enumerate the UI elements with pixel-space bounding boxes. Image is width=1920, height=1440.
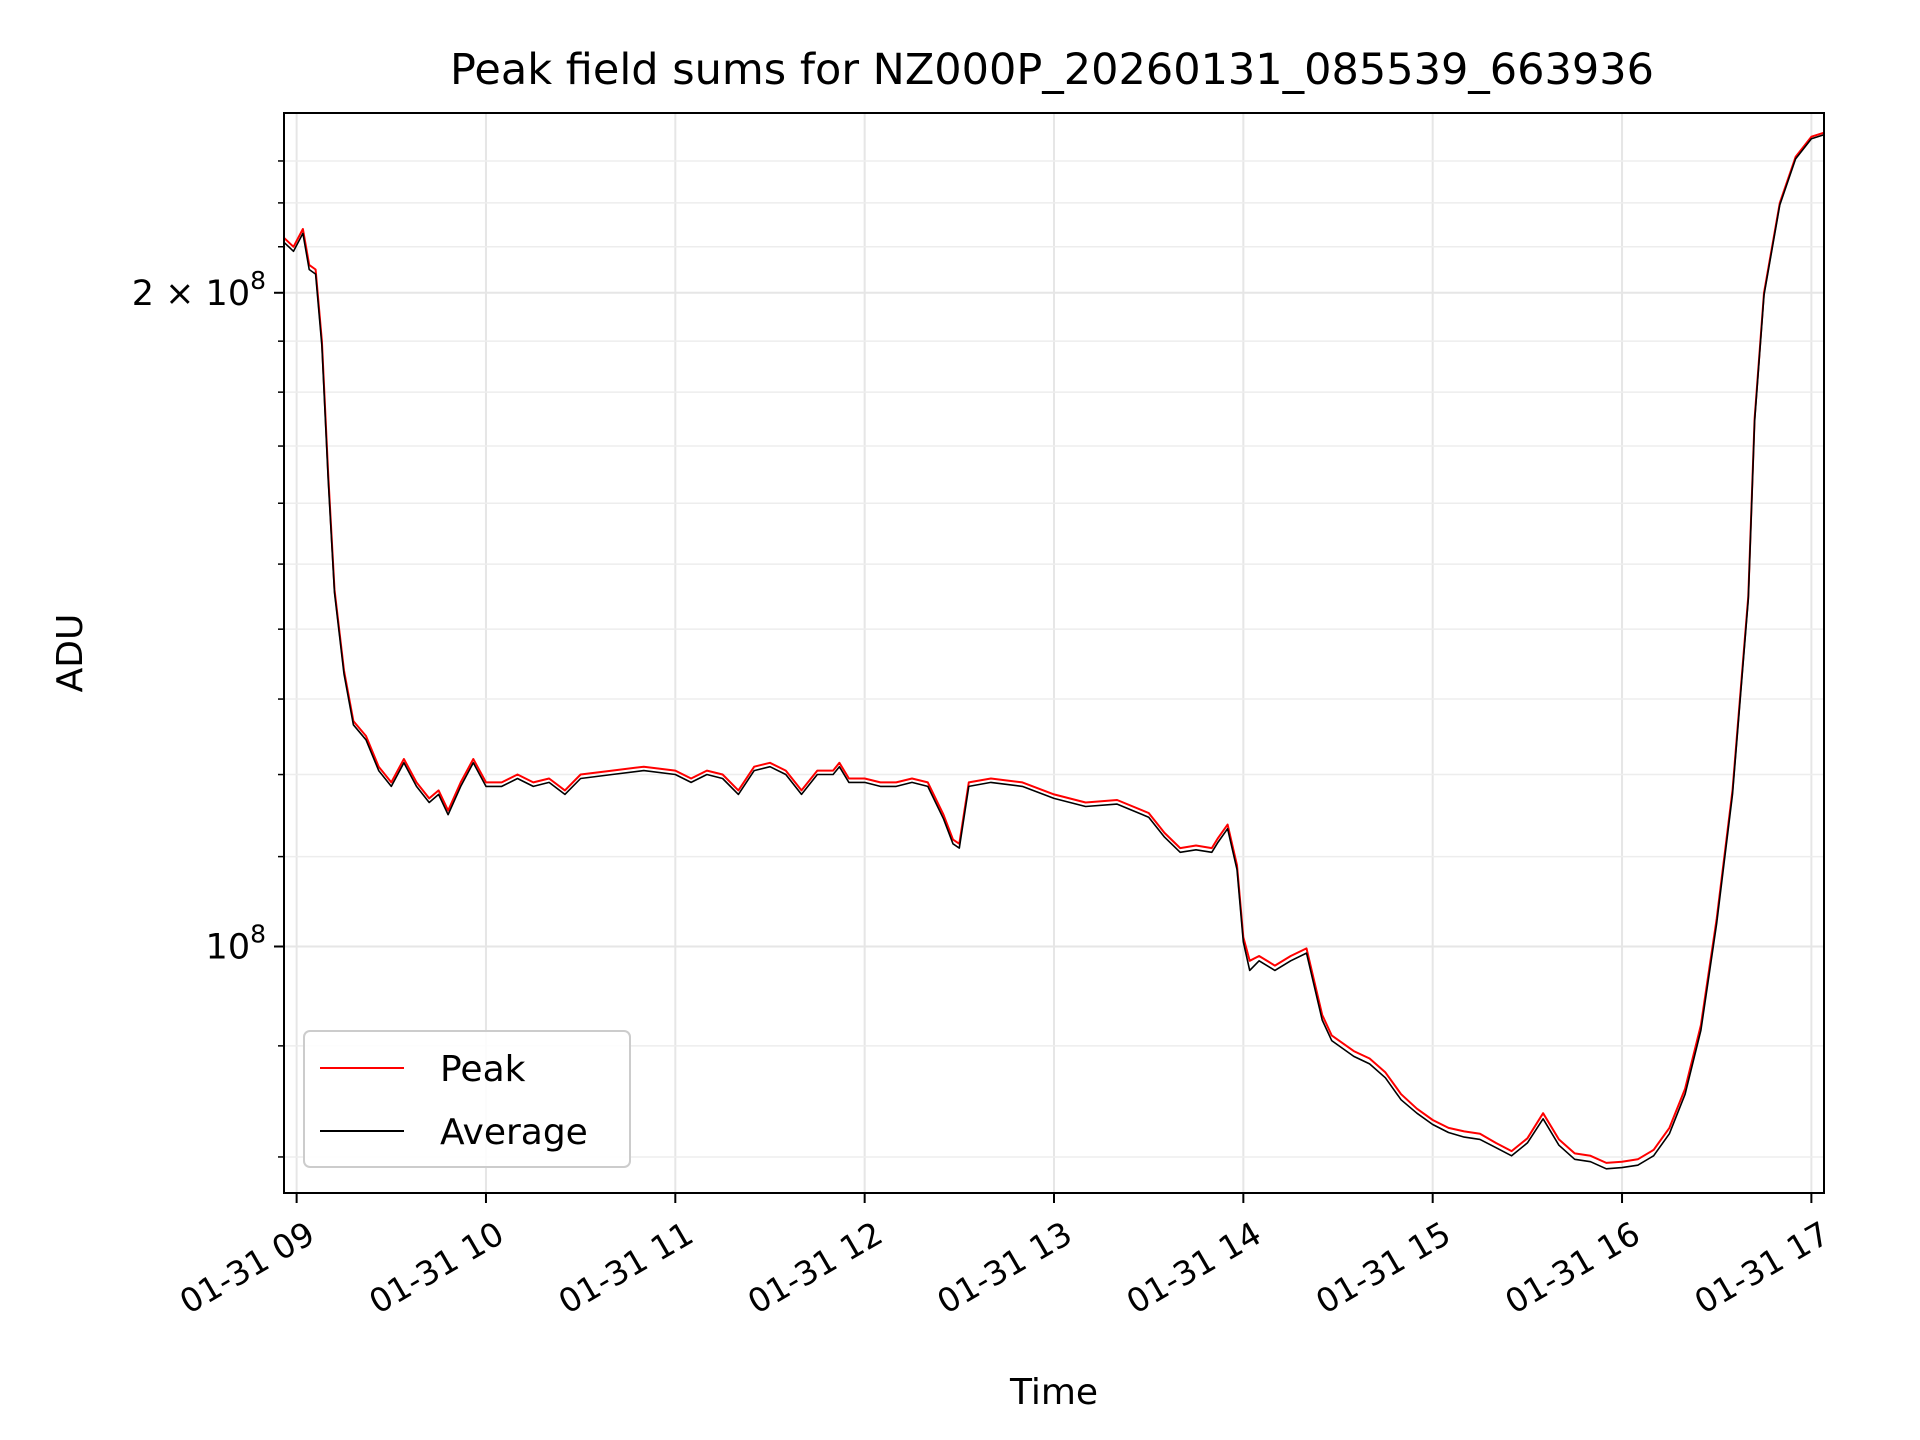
legend: Peak Average bbox=[303, 1030, 631, 1168]
y-axis-label: ADU bbox=[50, 614, 91, 693]
legend-label-peak: Peak bbox=[440, 1049, 526, 1090]
chart-title: Peak field sums for NZ000P_20260131_0855… bbox=[450, 45, 1654, 95]
series-line-average bbox=[283, 133, 1825, 1170]
y-tick-label: 2 × 108 bbox=[132, 266, 266, 314]
y-axis-ticks: 108 2 × 108 bbox=[132, 160, 284, 1158]
grid-lines bbox=[284, 113, 1824, 1193]
legend-label-average: Average bbox=[440, 1112, 588, 1153]
legend-box bbox=[303, 1030, 631, 1168]
series-lines bbox=[283, 131, 1825, 1170]
series-line-peak bbox=[283, 131, 1825, 1164]
y-tick-label: 108 bbox=[206, 920, 266, 968]
x-axis-label: Time bbox=[1009, 1372, 1098, 1413]
